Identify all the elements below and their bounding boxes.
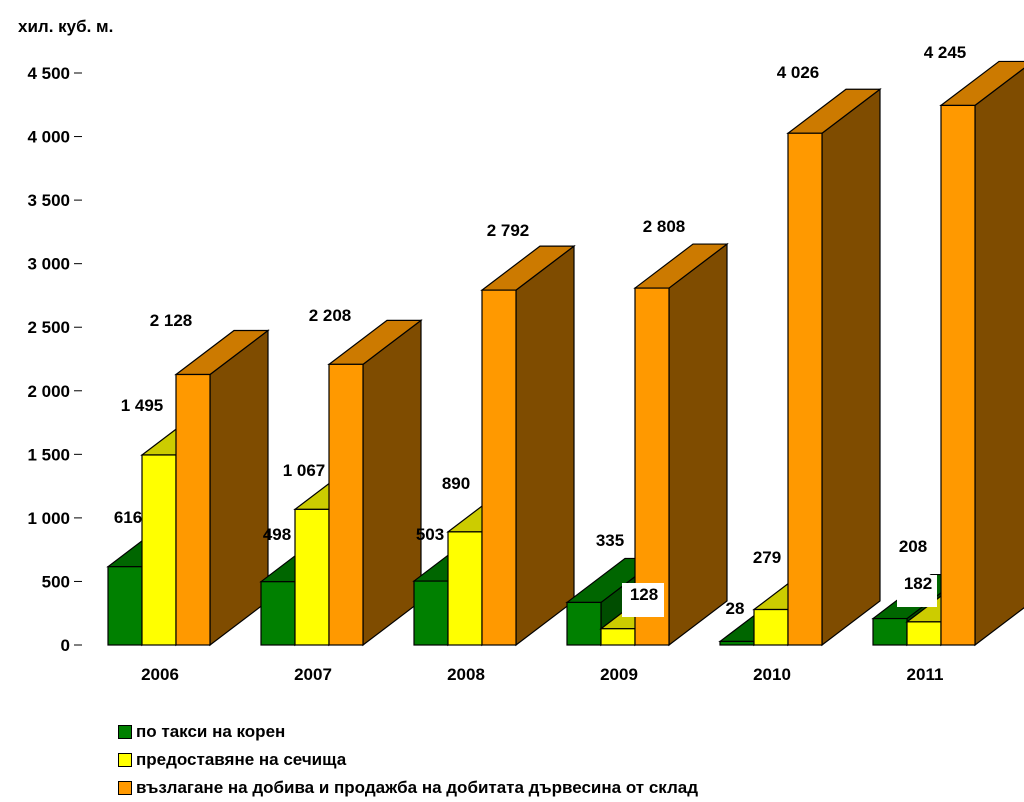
bar-2006-2 [174, 329, 270, 647]
y-tick-label: 500 [42, 572, 70, 591]
bar-front [719, 640, 755, 646]
legend-item-0: по такси на корен [118, 718, 698, 746]
y-tick-label: 1 500 [27, 445, 70, 464]
bar-front [175, 373, 211, 646]
data-label: 335 [596, 531, 624, 550]
bar-front [481, 289, 517, 646]
bar-2010-2 [786, 88, 882, 647]
bar-front [294, 508, 330, 646]
y-tick-label: 4 000 [27, 128, 70, 147]
legend-label-2: възлагане на добива и продажба на добита… [136, 778, 699, 797]
data-label: 616 [114, 508, 142, 527]
bar-2011-2 [939, 60, 1024, 647]
legend-swatch-1 [118, 753, 132, 767]
legend: по такси на корен предоставяне на сечища… [118, 718, 698, 802]
bar-front [141, 454, 177, 646]
bar-front [940, 104, 976, 646]
bar-front [600, 628, 636, 646]
data-label: 279 [753, 548, 781, 567]
data-label: 28 [726, 599, 745, 618]
y-tick-label: 3 000 [27, 255, 70, 274]
x-tick-label: 2011 [907, 665, 944, 684]
legend-item-1: предоставяне на сечища [118, 746, 698, 774]
legend-label-1: предоставяне на сечища [136, 750, 347, 769]
bar-front [566, 601, 602, 646]
bar-side [362, 319, 422, 647]
x-tick-label: 2007 [294, 665, 332, 684]
legend-swatch-0 [118, 725, 132, 739]
data-label: 1 495 [121, 396, 164, 415]
data-label: 1 067 [283, 461, 326, 480]
bar-2007-2 [327, 319, 423, 647]
y-tick-label: 0 [61, 636, 70, 655]
data-label: 4 026 [777, 63, 820, 82]
y-axis-title: хил. куб. м. [18, 17, 113, 36]
bar-front [906, 621, 942, 646]
data-label: 2 208 [309, 306, 352, 325]
data-label: 503 [416, 525, 444, 544]
x-tick-label: 2006 [141, 665, 179, 684]
bar-front [787, 132, 823, 646]
bar-side [668, 242, 728, 647]
data-label: 208 [899, 537, 927, 556]
y-tick-label: 4 500 [27, 64, 70, 83]
x-tick-label: 2008 [447, 665, 485, 684]
bar-front [753, 608, 789, 646]
data-label: 890 [442, 474, 470, 493]
data-label: 4 245 [924, 43, 967, 62]
x-tick-label: 2010 [753, 665, 791, 684]
bar-side [821, 88, 881, 647]
bar-side [974, 67, 1024, 647]
data-label: 2 128 [150, 311, 193, 330]
bar-side [209, 329, 269, 647]
bar-front [328, 363, 364, 646]
bar-front [107, 566, 143, 646]
bar-2008-2 [480, 244, 576, 647]
bar-front [413, 580, 449, 646]
bar-front [872, 617, 908, 646]
data-label-box [622, 583, 664, 617]
bar-side [515, 244, 575, 647]
x-tick-label: 2009 [600, 665, 638, 684]
data-label: 182 [904, 574, 932, 593]
legend-label-0: по такси на корен [136, 722, 286, 741]
legend-swatch-2 [118, 781, 132, 795]
y-tick-label: 2 000 [27, 382, 70, 401]
data-label: 498 [263, 525, 291, 544]
bar-front [447, 531, 483, 646]
y-tick-label: 3 500 [27, 191, 70, 210]
y-tick-label: 2 500 [27, 318, 70, 337]
data-label-box [897, 575, 937, 607]
legend-item-2: възлагане на добива и продажба на добита… [118, 774, 698, 802]
data-label: 128 [630, 585, 658, 604]
bar-front [260, 581, 296, 646]
y-tick-label: 1 000 [27, 509, 70, 528]
data-label: 2 792 [487, 221, 530, 240]
data-label: 2 808 [643, 217, 686, 236]
